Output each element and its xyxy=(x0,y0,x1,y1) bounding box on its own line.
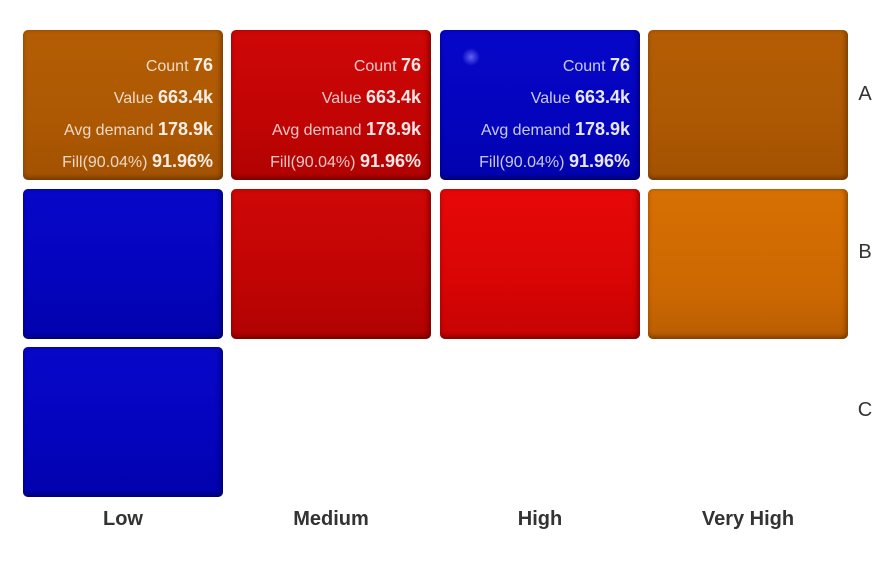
avg-demand-line: Avg demand 178.9k xyxy=(271,119,421,139)
col-label-medium: Medium xyxy=(293,508,369,530)
cell-b-low[interactable] xyxy=(23,189,223,339)
col-label-high: High xyxy=(517,508,563,530)
cell-b-high[interactable] xyxy=(440,189,640,339)
value-line: Value 663.4k xyxy=(530,87,630,107)
col-label-very-high: Very High xyxy=(701,508,795,530)
count-line: Count 76 xyxy=(353,55,421,75)
row-label-c: C xyxy=(857,399,873,421)
avg-demand-line: Avg demand 178.9k xyxy=(63,119,213,139)
col-label-low: Low xyxy=(103,508,143,530)
count-line: Count 76 xyxy=(562,55,630,75)
cell-a-low-labels: Count 76 Value 663.4k Avg demand 178.9k … xyxy=(62,50,213,178)
value-line: Value 663.4k xyxy=(321,87,421,107)
fill-line: Fill(90.04%) 91.96% xyxy=(479,151,630,171)
cell-a-medium[interactable]: Count 76 Value 663.4k Avg demand 178.9k … xyxy=(231,30,431,180)
value-line: Value 663.4k xyxy=(113,87,213,107)
row-label-a: A xyxy=(858,83,872,105)
cell-a-high[interactable]: Count 76 Value 663.4k Avg demand 178.9k … xyxy=(440,30,640,180)
cell-c-low[interactable] xyxy=(23,347,223,497)
cell-b-medium[interactable] xyxy=(231,189,431,339)
fill-line: Fill(90.04%) 91.96% xyxy=(270,151,421,171)
row-label-b: B xyxy=(858,241,872,263)
count-line: Count 76 xyxy=(145,55,213,75)
avg-demand-line: Avg demand 178.9k xyxy=(480,119,630,139)
cell-a-high-labels: Count 76 Value 663.4k Avg demand 178.9k … xyxy=(479,50,630,178)
cell-a-low[interactable]: Count 76 Value 663.4k Avg demand 178.9k … xyxy=(23,30,223,180)
cell-a-medium-labels: Count 76 Value 663.4k Avg demand 178.9k … xyxy=(270,50,421,178)
fill-line: Fill(90.04%) 91.96% xyxy=(62,151,213,171)
cell-b-very-high[interactable] xyxy=(648,189,848,339)
cell-a-very-high[interactable] xyxy=(648,30,848,180)
